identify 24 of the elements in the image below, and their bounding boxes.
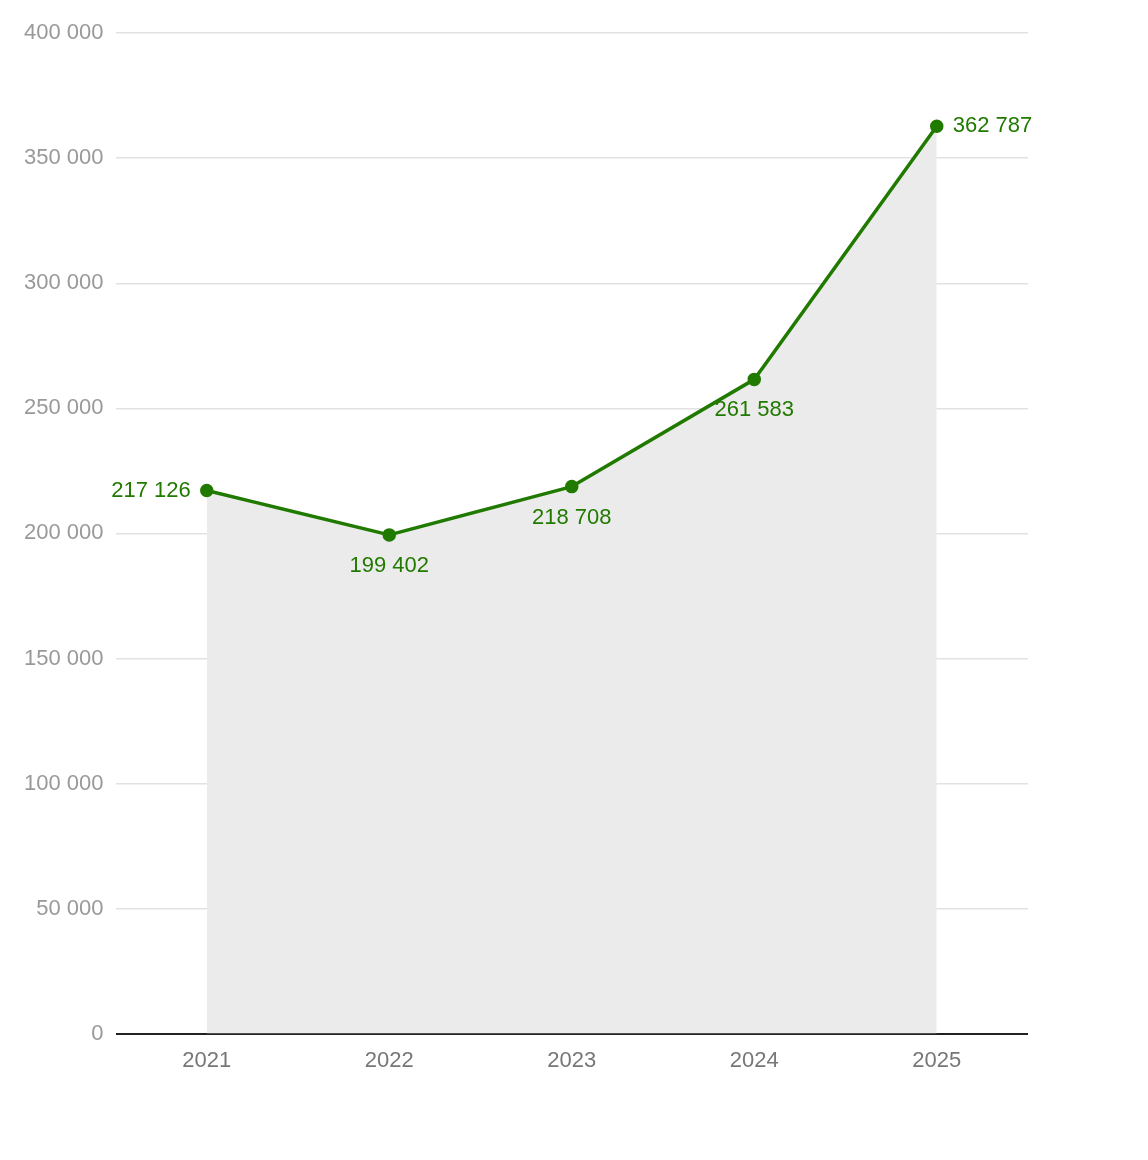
point — [930, 119, 944, 134]
point — [565, 479, 579, 494]
y-tick-label: 0 — [91, 1019, 104, 1045]
x-tick-label: 2024 — [729, 1046, 779, 1072]
y-tick-label: 100 000 — [23, 769, 104, 795]
data-label: 217 126 — [111, 476, 191, 502]
y-tick-label: 250 000 — [23, 394, 104, 420]
data-label: 218 708 — [532, 503, 612, 529]
y-tick-label: 50 000 — [36, 894, 104, 920]
y-tick-label: 150 000 — [23, 644, 104, 670]
point — [200, 483, 214, 498]
y-tick-label: 300 000 — [23, 269, 104, 295]
x-tick-label: 2023 — [547, 1046, 597, 1072]
y-tick-label: 350 000 — [23, 144, 104, 170]
data-label: 261 583 — [714, 396, 795, 422]
x-tick-label: 2025 — [912, 1046, 962, 1072]
point — [382, 528, 397, 542]
x-tick-label: 2021 — [182, 1046, 232, 1072]
y-tick-label: 400 000 — [23, 19, 104, 45]
point — [747, 372, 762, 387]
data-label: 199 402 — [349, 551, 430, 577]
data-label: 362 787 — [952, 112, 1033, 138]
y-tick-label: 200 000 — [23, 519, 104, 545]
x-tick-label: 2022 — [364, 1046, 414, 1072]
